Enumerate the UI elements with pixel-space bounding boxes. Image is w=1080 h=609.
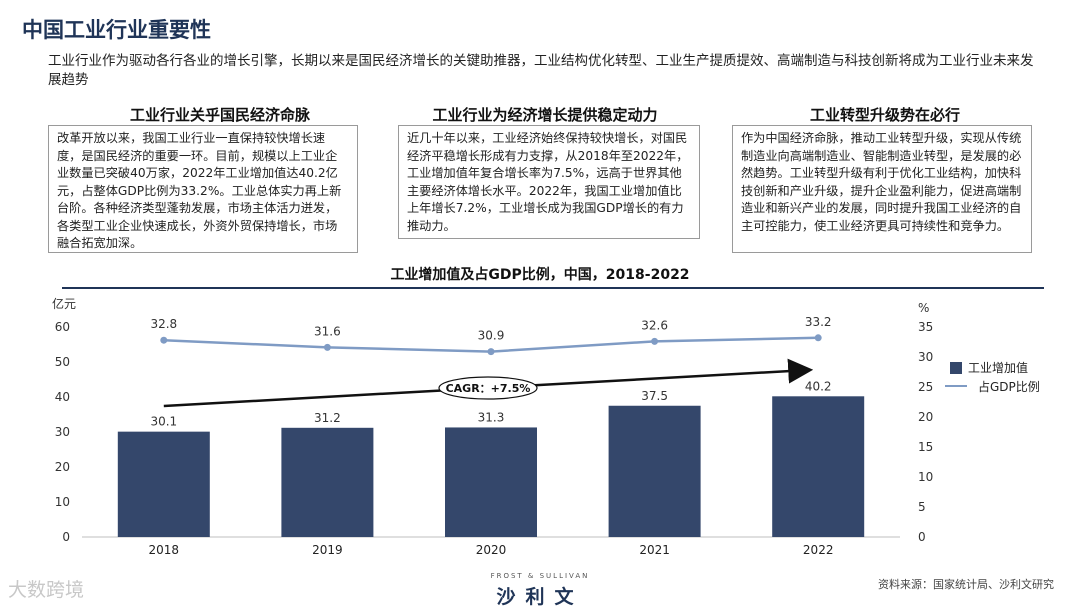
y-right-tick-label: 10 xyxy=(918,470,933,484)
column-body-2: 近几十年以来，工业经济始终保持较快增长，对国民经济平稳增长形成有力支撑，从201… xyxy=(398,125,700,239)
x-tick-label: 2019 xyxy=(312,543,343,557)
bar-value-label: 30.1 xyxy=(150,415,177,429)
line-point xyxy=(814,334,822,342)
y-left-tick-label: 30 xyxy=(55,425,70,439)
cagr-label: CAGR：+7.5% xyxy=(446,382,531,395)
legend-bar-label: 工业增加值 xyxy=(968,361,1029,375)
y-right-tick-label: 0 xyxy=(918,530,926,544)
y-right-tick-label: 20 xyxy=(918,410,933,424)
y-left-tick-label: 40 xyxy=(55,390,70,404)
bar xyxy=(117,431,210,537)
y-right-tick-label: 5 xyxy=(918,500,926,514)
x-tick-label: 2018 xyxy=(149,543,180,557)
intro-text: 工业行业作为驱动各行各业的增长引擎，长期以来是国民经济增长的关键助推器，工业结构… xyxy=(48,53,1034,88)
line-point xyxy=(160,336,168,344)
y-left-tick-label: 0 xyxy=(62,530,70,544)
legend-line: 占GDP比例 xyxy=(945,378,1040,395)
column-heading-1: 工业行业关乎国民经济命脉 xyxy=(129,106,310,124)
bar-value-label: 37.5 xyxy=(641,389,668,403)
line-point xyxy=(651,337,659,345)
x-tick-label: 2021 xyxy=(639,543,670,557)
column-heading-3: 工业转型升级势在必行 xyxy=(809,106,960,124)
bar-value-label: 40.2 xyxy=(805,379,832,393)
watermark: 大数跨境 xyxy=(8,579,85,601)
bar xyxy=(445,427,537,537)
y-right-tick-label: 35 xyxy=(918,320,933,334)
bar xyxy=(281,427,374,537)
page-title: 中国工业行业重要性 xyxy=(22,18,211,42)
y-left-unit: 亿元 xyxy=(52,296,76,311)
y-right-tick-label: 15 xyxy=(918,440,933,454)
bar xyxy=(772,396,865,537)
legend-bar-swatch xyxy=(950,362,962,374)
line-value-label: 33.2 xyxy=(805,315,832,329)
line-value-label: 32.8 xyxy=(150,317,177,331)
line-value-label: 31.6 xyxy=(314,324,341,338)
x-tick-label: 2020 xyxy=(476,543,507,557)
line-point xyxy=(487,348,495,356)
legend-line-swatch xyxy=(945,385,967,387)
legend-bar: 工业增加值 xyxy=(950,359,1028,376)
line-value-label: 32.6 xyxy=(641,318,668,332)
bar-value-label: 31.3 xyxy=(478,410,505,424)
line-value-label: 30.9 xyxy=(478,329,505,343)
y-right-tick-label: 30 xyxy=(918,350,933,364)
legend-line-label: 占GDP比例 xyxy=(978,380,1040,394)
column-body-1: 改革开放以来，我国工业行业一直保持较快增长速度，是国民经济的重要一环。目前，规模… xyxy=(48,125,358,253)
y-left-tick-label: 20 xyxy=(55,460,70,474)
y-right-unit: % xyxy=(918,301,929,315)
brand-logo: 沙利文 xyxy=(496,586,584,608)
y-right-tick-label: 25 xyxy=(918,380,933,394)
y-left-tick-label: 60 xyxy=(55,320,70,334)
column-heading-2: 工业行业为经济增长提供稳定动力 xyxy=(432,106,658,124)
column-body-3: 作为中国经济命脉，推动工业转型升级，实现从传统制造业向高端制造业、智能制造业转型… xyxy=(732,125,1032,253)
source-note: 资料来源：国家统计局、沙利文研究 xyxy=(878,578,1054,591)
line-point xyxy=(323,343,331,351)
x-tick-label: 2022 xyxy=(803,543,834,557)
chart-title: 工业增加值及占GDP比例，中国，2018-2022 xyxy=(390,267,690,283)
bar-value-label: 31.2 xyxy=(314,411,341,425)
divider-bar xyxy=(62,287,1044,289)
cagr-bubble xyxy=(438,376,538,400)
y-left-tick-label: 10 xyxy=(55,495,70,509)
y-left-tick-label: 50 xyxy=(55,355,70,369)
brand-small: FROST & SULLIVAN xyxy=(490,572,590,580)
bar xyxy=(608,405,701,537)
